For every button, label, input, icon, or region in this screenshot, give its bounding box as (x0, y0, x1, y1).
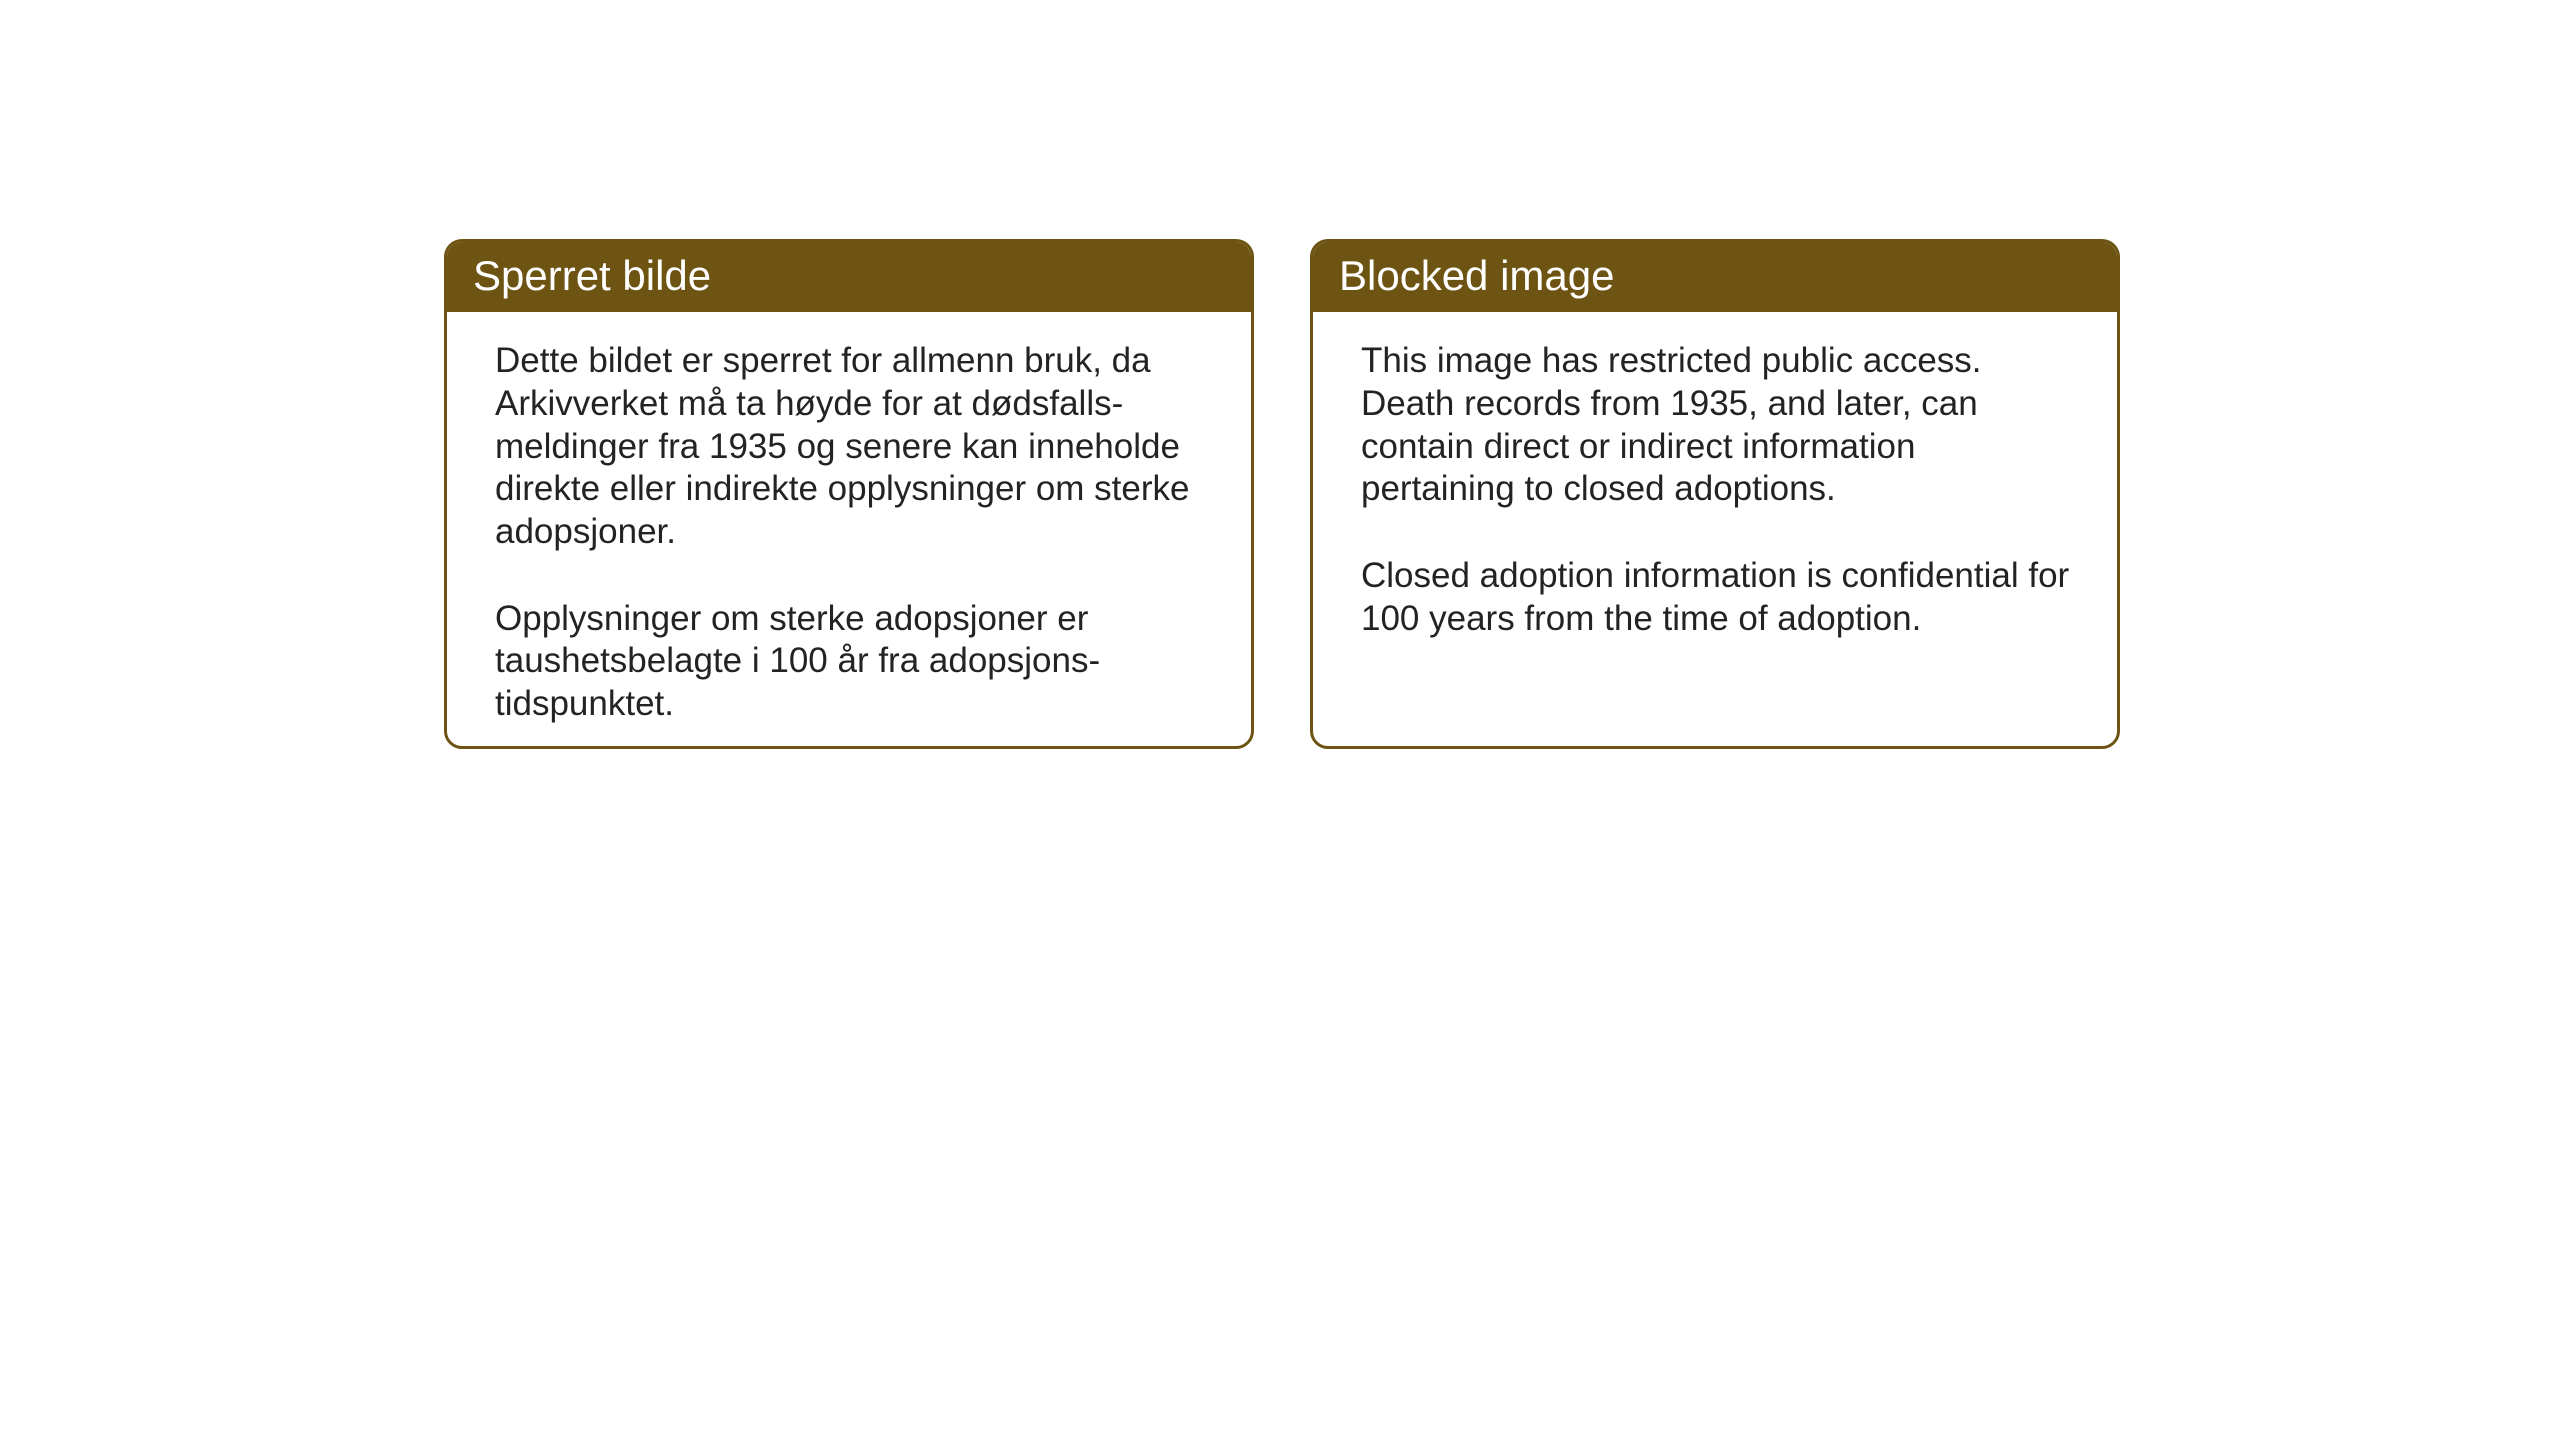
notice-title-norwegian: Sperret bilde (447, 242, 1251, 312)
notice-paragraph: Dette bildet er sperret for allmenn bruk… (495, 340, 1211, 553)
notice-paragraph: Opplysninger om sterke adopsjoner er tau… (495, 598, 1211, 726)
notice-body-norwegian: Dette bildet er sperret for allmenn bruk… (447, 312, 1251, 749)
notice-paragraph: Closed adoption information is confident… (1361, 555, 2077, 640)
notice-paragraph: This image has restricted public access.… (1361, 340, 2077, 511)
notice-card-english: Blocked image This image has restricted … (1310, 239, 2120, 749)
notice-card-norwegian: Sperret bilde Dette bildet er sperret fo… (444, 239, 1254, 749)
notice-title-english: Blocked image (1313, 242, 2117, 312)
notice-body-english: This image has restricted public access.… (1313, 312, 2117, 668)
